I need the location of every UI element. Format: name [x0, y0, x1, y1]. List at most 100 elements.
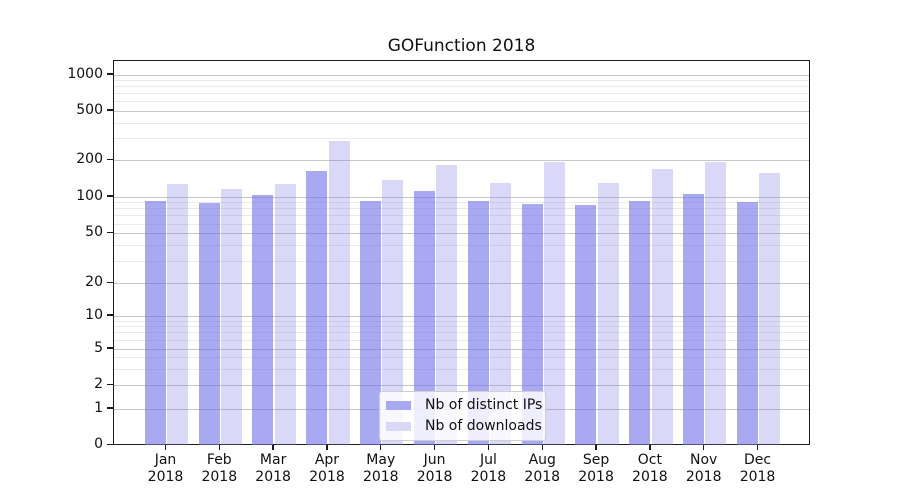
- bar-distinct-ips-mar: [252, 195, 274, 446]
- year-label: 2018: [362, 469, 399, 485]
- minor-gridline: [114, 101, 809, 103]
- year-label: 2018: [147, 469, 184, 485]
- bar-distinct-ips-may: [360, 200, 382, 446]
- bar-downloads-aug: [543, 161, 565, 446]
- bar-downloads-apr: [328, 141, 350, 446]
- year-label: 2018: [201, 469, 238, 485]
- y-tick-mark: [106, 232, 113, 234]
- x-tick-label: Sep 2018: [565, 452, 627, 486]
- bar-downloads-may: [382, 179, 404, 446]
- y-tick-mark: [106, 73, 113, 75]
- major-gridline: [114, 283, 809, 285]
- minor-gridline: [114, 122, 809, 124]
- y-tick-label: 500: [76, 101, 103, 118]
- year-label: 2018: [685, 469, 722, 485]
- month-label: Sep: [582, 452, 610, 468]
- month-label: Jan: [154, 452, 177, 468]
- y-tick-label: 100: [76, 187, 103, 204]
- x-tick-label: Oct 2018: [619, 452, 681, 486]
- y-tick-label: 50: [85, 224, 103, 241]
- y-tick-mark: [106, 383, 113, 386]
- minor-gridline: [114, 245, 809, 247]
- minor-gridline: [114, 79, 809, 81]
- x-tick-label: Jan 2018: [135, 452, 197, 486]
- y-tick-mark: [106, 109, 113, 111]
- month-label: Nov: [690, 452, 718, 468]
- x-tick-mark: [380, 445, 382, 450]
- major-gridline: [114, 74, 809, 76]
- year-label: 2018: [632, 469, 668, 485]
- year-label: 2018: [578, 469, 614, 485]
- y-tick-label: 1000: [67, 65, 103, 82]
- legend-label-downloads: Nb of downloads: [425, 418, 542, 434]
- month-label: Dec: [743, 452, 772, 468]
- x-tick-mark: [433, 445, 436, 450]
- x-tick-mark: [703, 445, 705, 450]
- bar-downloads-nov: [705, 161, 727, 446]
- bar-downloads-feb: [221, 188, 243, 446]
- minor-gridline: [114, 86, 809, 88]
- chart-title: GOFunction 2018: [387, 36, 536, 56]
- bar-downloads-dec: [759, 173, 781, 446]
- y-tick-mark: [106, 407, 113, 409]
- y-tick-mark: [106, 347, 113, 349]
- month-label: Aug: [528, 452, 556, 468]
- x-tick-mark: [595, 445, 597, 450]
- minor-gridline: [114, 202, 809, 204]
- y-tick-mark: [106, 195, 113, 197]
- minor-gridline: [114, 137, 809, 139]
- minor-gridline: [114, 332, 809, 334]
- major-gridline: [114, 385, 809, 386]
- major-gridline: [114, 110, 809, 112]
- x-tick-mark: [272, 445, 274, 450]
- y-tick-mark: [106, 443, 113, 446]
- y-tick-label: 20: [85, 274, 103, 291]
- y-tick-label: 10: [85, 306, 103, 323]
- distinct-ips-swatch: [386, 401, 411, 410]
- bar-distinct-ips-nov: [683, 193, 704, 446]
- month-label: Mar: [259, 452, 287, 468]
- minor-gridline: [114, 368, 809, 370]
- x-tick-label: Jul 2018: [457, 452, 519, 486]
- minor-gridline: [114, 223, 809, 225]
- x-tick-label: Aug 2018: [511, 452, 573, 486]
- y-tick-mark: [106, 158, 113, 160]
- bar-distinct-ips-jul: [467, 200, 489, 446]
- bar-downloads-jun: [436, 165, 458, 446]
- bar-distinct-ips-jun: [413, 190, 435, 446]
- month-label: Apr: [314, 452, 340, 468]
- x-tick-mark: [756, 445, 759, 450]
- x-tick-mark: [649, 445, 651, 450]
- bar-distinct-ips-sep: [575, 204, 597, 446]
- year-label: 2018: [416, 469, 453, 485]
- bar-distinct-ips-aug: [521, 203, 543, 446]
- minor-gridline: [114, 261, 809, 263]
- y-tick-label: 0: [94, 436, 103, 452]
- x-tick-label: Jun 2018: [404, 452, 466, 486]
- bar-downloads-mar: [274, 183, 296, 446]
- legend: Nb of distinct IPs Nb of downloads: [379, 391, 546, 441]
- x-tick-label: Mar 2018: [242, 452, 304, 486]
- y-tick-mark: [106, 314, 113, 316]
- x-tick-label: Dec 2018: [727, 452, 789, 486]
- x-tick-mark: [218, 445, 220, 450]
- bar-downloads-oct: [651, 168, 673, 446]
- downloads-swatch: [386, 422, 411, 431]
- minor-gridline: [114, 326, 809, 328]
- y-tick-label: 1: [94, 399, 103, 416]
- bar-distinct-ips-jan: [144, 201, 166, 446]
- bar-distinct-ips-dec: [736, 201, 758, 446]
- major-gridline: [114, 159, 809, 161]
- minor-gridline: [114, 320, 809, 322]
- bar-distinct-ips-feb: [198, 202, 220, 446]
- x-tick-label: Apr 2018: [296, 452, 358, 486]
- month-label: May: [366, 452, 396, 468]
- legend-item-downloads: Nb of downloads: [386, 418, 542, 435]
- minor-gridline: [114, 93, 809, 95]
- bar-distinct-ips-apr: [306, 171, 328, 446]
- minor-gridline: [114, 215, 809, 217]
- y-tick-mark: [106, 282, 113, 284]
- legend-item-distinct-ips: Nb of distinct IPs: [386, 397, 542, 414]
- x-tick-label: May 2018: [350, 452, 412, 486]
